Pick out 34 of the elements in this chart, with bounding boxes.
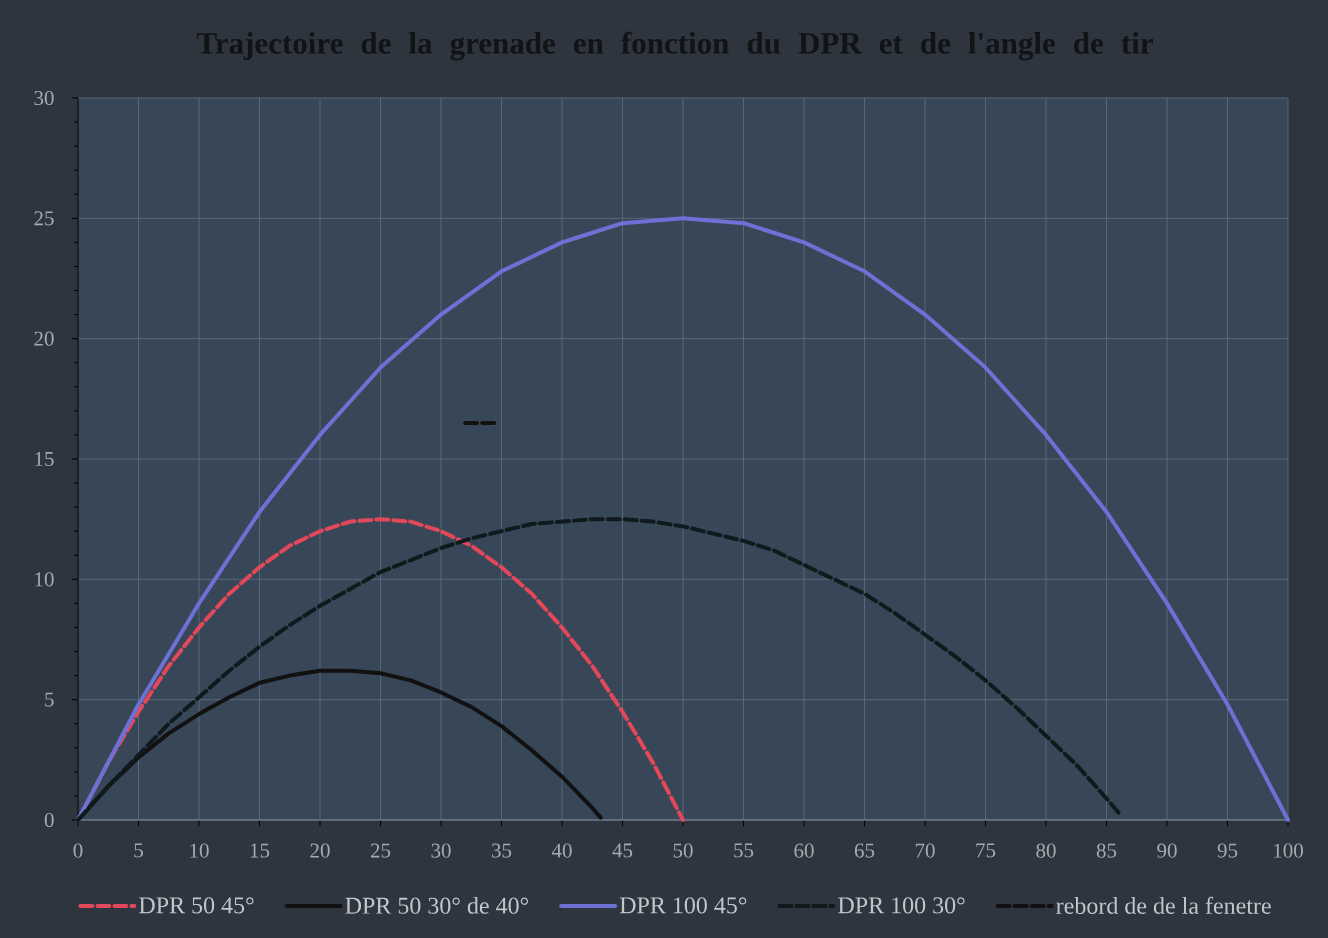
x-tick-label: 65: [854, 843, 875, 858]
x-tick-label: 100: [1274, 843, 1303, 858]
y-tick-label: 15: [35, 451, 54, 467]
y-tick-label: 0: [44, 812, 54, 828]
x-tick-label: 45: [612, 843, 633, 858]
x-tick-label: 85: [1096, 843, 1117, 858]
y-tick-label: 30: [34, 90, 54, 106]
legend-label: DPR 100 45°: [619, 897, 747, 914]
x-tick-label: 35: [492, 843, 512, 858]
x-tick-label: 80: [1036, 843, 1056, 858]
legend-label: rebord de de la fenetre: [1056, 896, 1271, 914]
x-tick-label: 30: [431, 843, 451, 858]
x-tick-label: 0: [73, 843, 83, 858]
x-tick-label: 95: [1217, 843, 1238, 858]
x-tick-label: 25: [370, 843, 391, 858]
line-series: [76, 517, 685, 822]
x-tick-label: 5: [134, 843, 143, 858]
legend-label: DPR 50 30° de 40°: [345, 896, 529, 914]
x-tick-label: 90: [1157, 843, 1177, 858]
legend-label: DPR 100 30°: [838, 897, 965, 914]
y-tick-label: 5: [45, 692, 54, 707]
x-tick-label: 60: [794, 843, 814, 858]
x-tick-label: 55: [734, 843, 754, 858]
x-tick-label: 20: [310, 843, 330, 858]
x-tick-label: 75: [976, 843, 996, 858]
x-tick-label: 50: [673, 843, 693, 858]
x-tick-label: 70: [915, 843, 935, 858]
legend-label: DPR 50 45°: [139, 897, 254, 914]
y-tick-label: 10: [35, 572, 54, 587]
x-tick-label: 10: [190, 843, 209, 858]
x-tick-label: 40: [551, 843, 572, 858]
y-tick-label: 20: [34, 331, 54, 346]
x-tick-label: 15: [250, 843, 270, 858]
y-tick-label: 25: [34, 211, 54, 226]
